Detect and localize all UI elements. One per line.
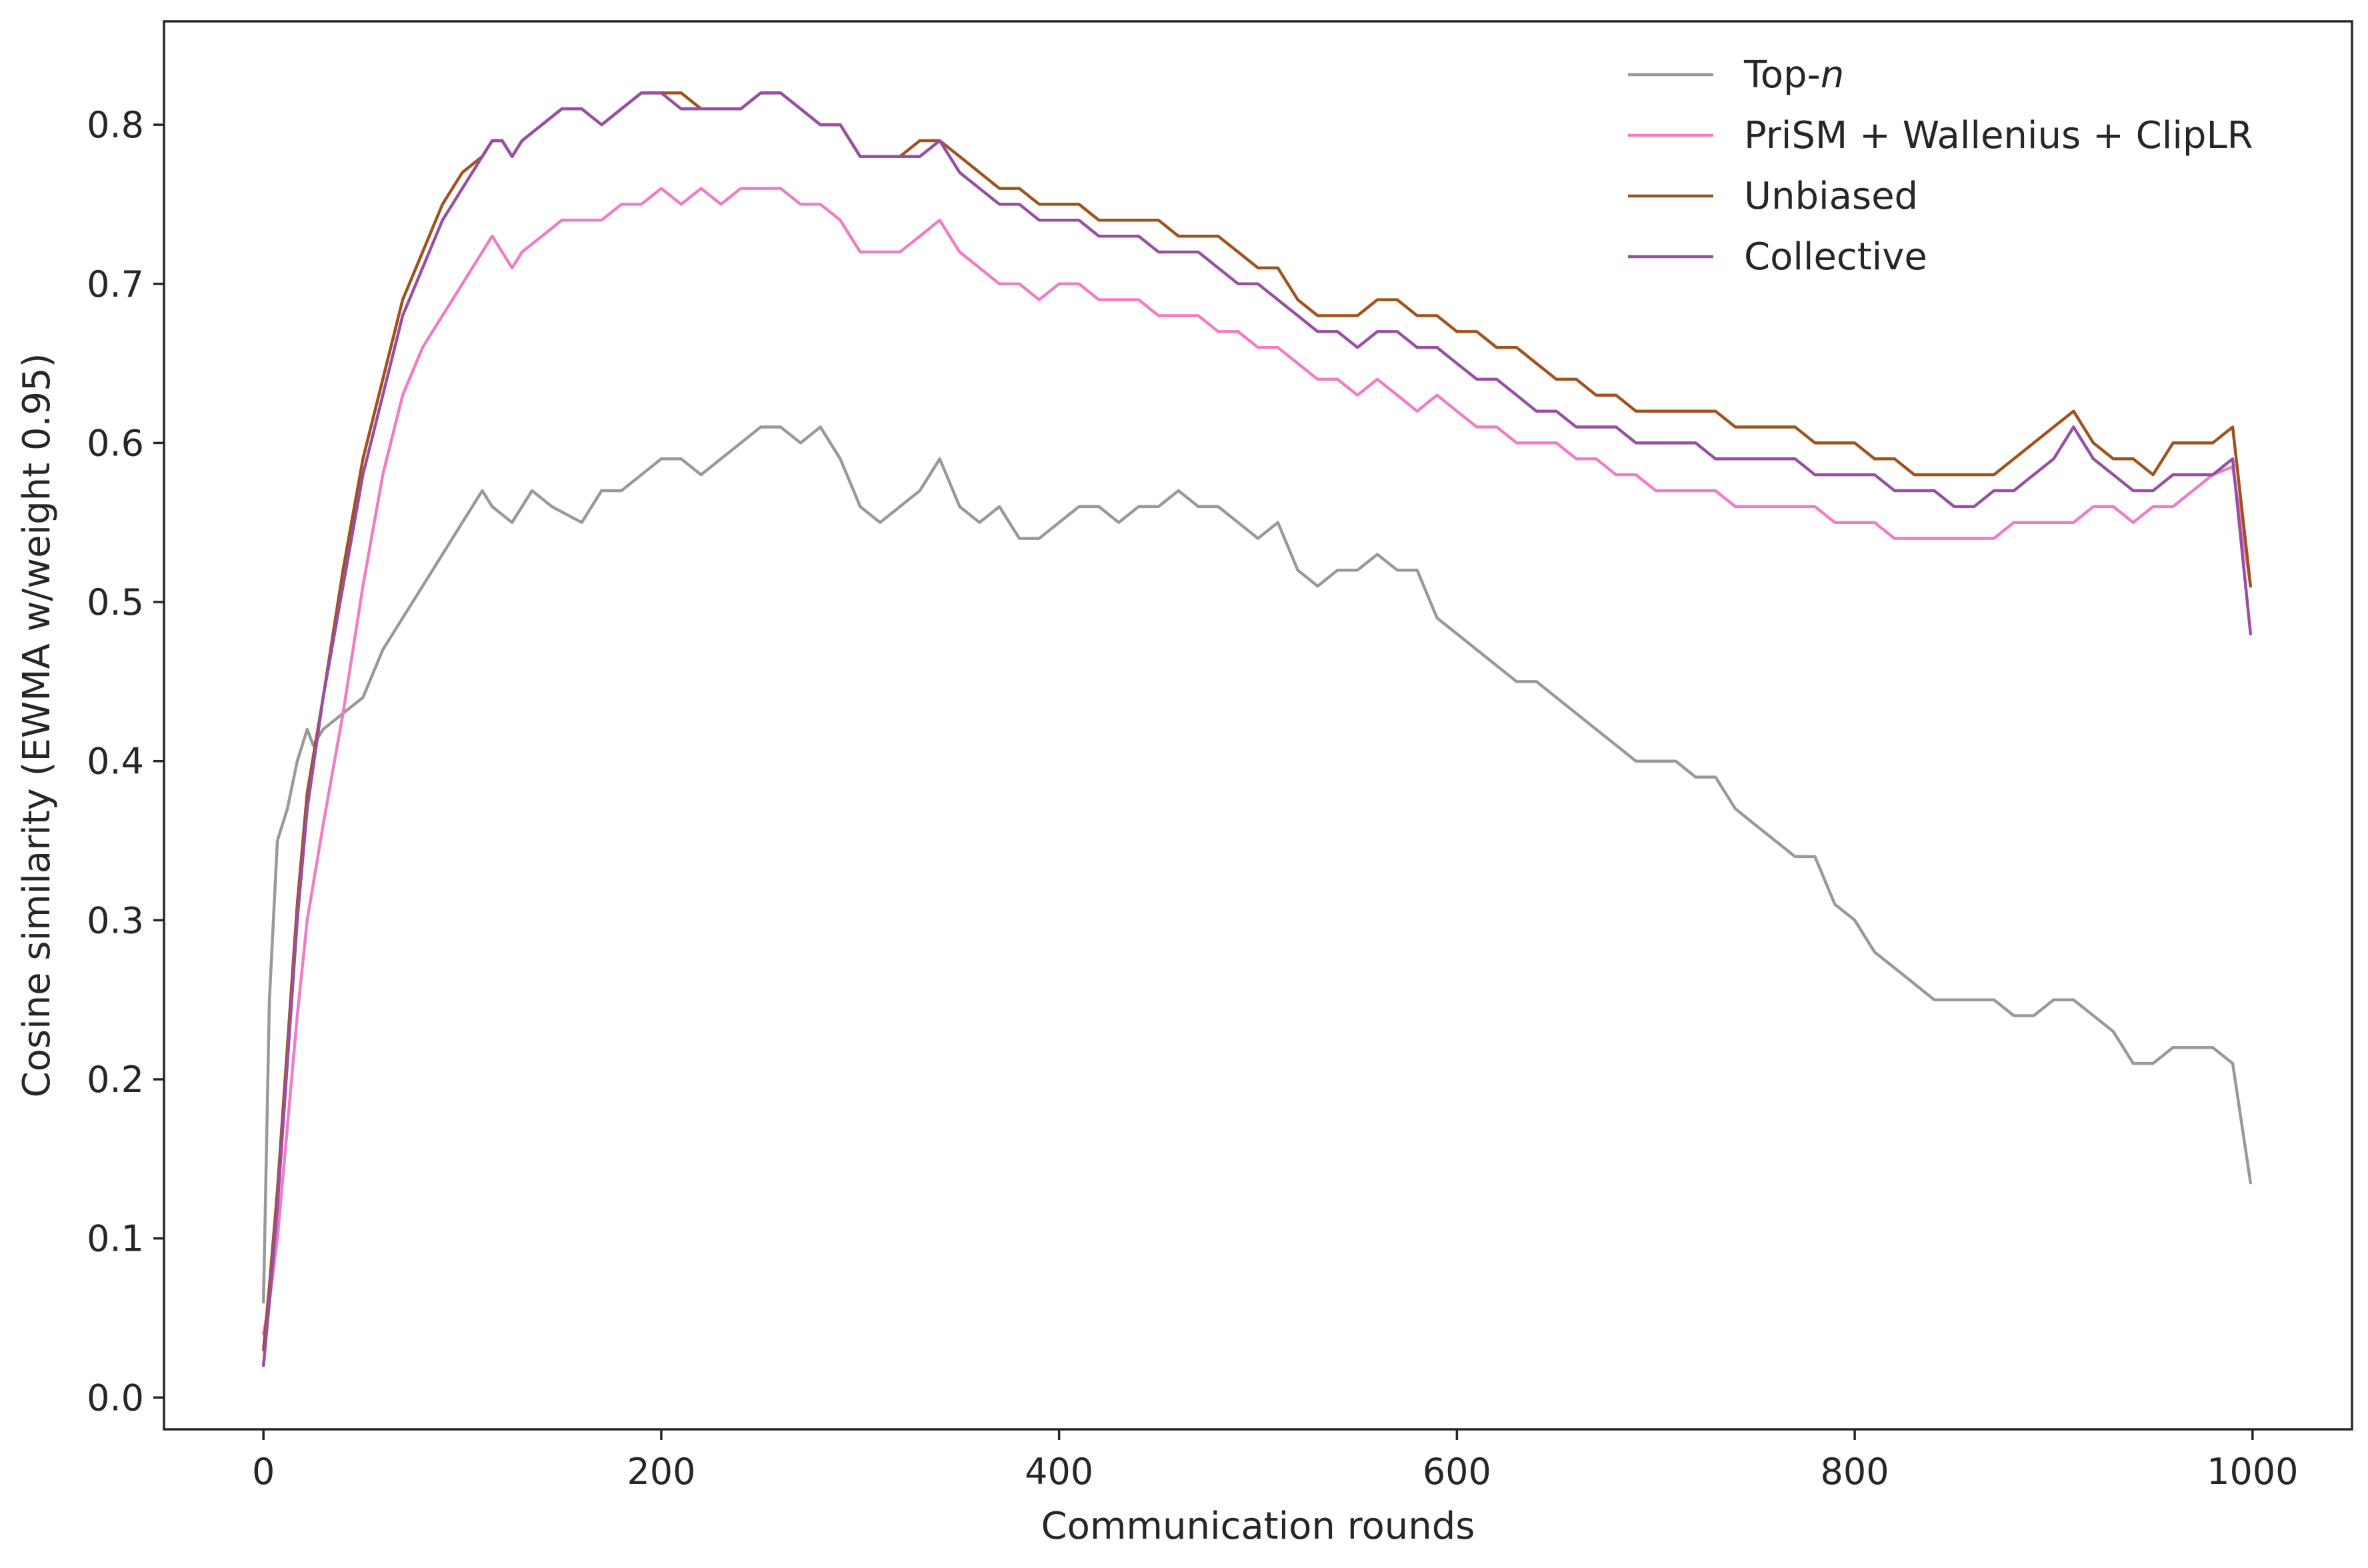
legend-label-1: PriSM + Wallenius + ClipLR xyxy=(1744,114,2253,157)
y-tick-label: 0.7 xyxy=(87,263,144,305)
x-tick-label: 400 xyxy=(1025,1451,1093,1493)
y-axis: 0.0 0.1 0.2 0.3 0.4 0.5 0.6 0.7 0.8 xyxy=(87,104,164,1419)
series-line-1 xyxy=(261,187,2253,1336)
x-tick-label: 0 xyxy=(252,1451,275,1493)
legend-label-3: Collective xyxy=(1744,235,1927,279)
y-tick-label: 0.8 xyxy=(87,104,144,146)
y-tick-label: 0.4 xyxy=(87,741,144,783)
y-tick-label: 0.0 xyxy=(87,1377,144,1419)
series-layer xyxy=(261,91,2253,1367)
x-tick-label: 800 xyxy=(1821,1451,1889,1493)
y-tick-label: 0.1 xyxy=(87,1218,144,1260)
x-tick-label: 600 xyxy=(1423,1451,1491,1493)
legend-label-2: Unbiased xyxy=(1744,175,1918,218)
legend: Top-n PriSM + Wallenius + ClipLR Unbiased C… xyxy=(1628,53,2253,279)
series-line-0 xyxy=(261,425,2253,1304)
y-tick-label: 0.6 xyxy=(87,422,144,464)
x-axis-label: Communication rounds xyxy=(1041,1505,1475,1548)
x-axis: 0 200 400 600 800 1000 xyxy=(252,1429,2299,1493)
x-tick-label: 200 xyxy=(627,1451,695,1493)
y-tick-label: 0.2 xyxy=(87,1059,144,1101)
plot-frame xyxy=(163,20,2353,1431)
legend-label-0: Top-n xyxy=(1743,53,1844,97)
y-axis-label: Cosine similarity (EWMA w/weight 0.95) xyxy=(15,353,59,1098)
series-line-3 xyxy=(261,91,2253,1367)
x-tick-label: 1000 xyxy=(2207,1451,2298,1493)
y-tick-label: 0.5 xyxy=(87,581,144,623)
y-tick-label: 0.3 xyxy=(87,899,144,941)
